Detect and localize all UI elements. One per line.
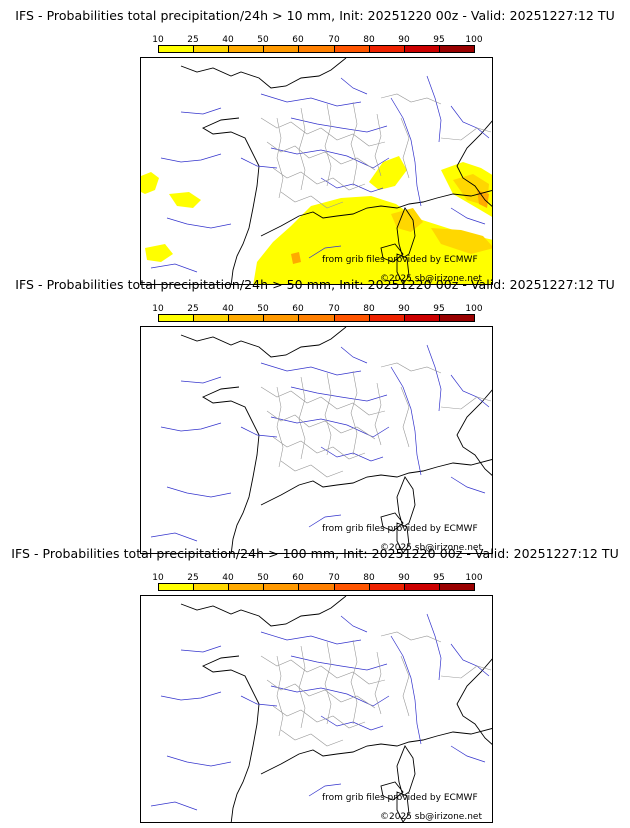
scale-label: 95 (433, 304, 445, 314)
scale-label: 80 (363, 304, 375, 314)
scale-label: 95 (433, 573, 445, 583)
probability-color-scale: 10 25 40 50 60 70 80 90 95 100 (152, 304, 483, 324)
scale-segment (334, 315, 370, 321)
probability-area-peak (477, 190, 489, 208)
scale-segment (369, 584, 405, 590)
scale-label: 60 (292, 304, 304, 314)
scale-label: 50 (257, 304, 269, 314)
scale-label: 25 (187, 304, 199, 314)
map-panel-10mm: IFS - Probabilities total precipitation/… (0, 8, 630, 285)
scale-segment (299, 584, 335, 590)
probability-field (141, 156, 492, 284)
source-credit: from grib files provided by ECMWF (322, 524, 478, 534)
scale-segment (369, 315, 405, 321)
copyright-credit: ©2025 sb@irizone.net (380, 812, 482, 822)
scale-label: 10 (152, 35, 164, 45)
scale-segment (404, 315, 440, 321)
panel-title: IFS - Probabilities total precipitation/… (11, 546, 619, 561)
scale-segment (194, 46, 230, 52)
scale-segment (229, 315, 265, 321)
probability-area-corsica (391, 208, 423, 232)
source-credit: from grib files provided by ECMWF (322, 255, 478, 265)
precipitation-map: from grib files provided by ECMWF ©2025 … (140, 326, 493, 554)
scale-segment (369, 46, 405, 52)
precipitation-map: from grib files provided by ECMWF ©2025 … (140, 57, 493, 285)
probability-area-peak (291, 252, 301, 264)
scale-label: 100 (465, 35, 483, 45)
scale-label: 25 (187, 573, 199, 583)
scale-label: 50 (257, 573, 269, 583)
scale-label: 100 (465, 573, 483, 583)
coastline (180, 596, 492, 822)
panel-title: IFS - Probabilities total precipitation/… (15, 277, 615, 292)
scale-label: 80 (363, 573, 375, 583)
scale-segment (229, 46, 265, 52)
scale-segment (159, 315, 195, 321)
probability-area-south (253, 196, 492, 284)
scale-label: 60 (292, 573, 304, 583)
scale-segment (299, 315, 335, 321)
probability-area-atlantic (169, 192, 201, 208)
scale-segment (439, 315, 474, 321)
scale-segment (194, 584, 230, 590)
scale-label: 10 (152, 573, 164, 583)
scale-label: 90 (398, 304, 410, 314)
scale-segment (334, 46, 370, 52)
scale-label: 60 (292, 35, 304, 45)
scale-segment (229, 584, 265, 590)
copyright-credit: ©2025 sb@irizone.net (380, 543, 482, 553)
scale-label: 40 (222, 573, 234, 583)
scale-label: 90 (398, 573, 410, 583)
admin-borders (260, 631, 492, 747)
map-panel-50mm: IFS - Probabilities total precipitation/… (0, 277, 630, 554)
rivers (150, 613, 490, 811)
rivers (150, 344, 490, 542)
scale-segment (299, 46, 335, 52)
probability-area-atlantic (141, 172, 159, 194)
probability-color-scale: 10 25 40 50 60 70 80 90 95 100 (152, 35, 483, 55)
coastline (180, 327, 492, 553)
scale-segment (439, 584, 474, 590)
scale-segment (264, 46, 300, 52)
scale-label: 90 (398, 35, 410, 45)
scale-label: 70 (328, 573, 340, 583)
panel-title: IFS - Probabilities total precipitation/… (15, 8, 615, 23)
probability-color-scale: 10 25 40 50 60 70 80 90 95 100 (152, 573, 483, 593)
scale-label: 70 (328, 35, 340, 45)
probability-area-tyrrhenian (431, 228, 492, 254)
scale-label: 40 (222, 304, 234, 314)
copyright-credit: ©2025 sb@irizone.net (380, 274, 482, 284)
scale-segment (264, 584, 300, 590)
scale-label: 100 (465, 304, 483, 314)
map-panel-100mm: IFS - Probabilities total precipitation/… (0, 546, 630, 823)
scale-bar (158, 314, 475, 322)
scale-label: 25 (187, 35, 199, 45)
admin-borders (260, 362, 492, 478)
scale-label: 70 (328, 304, 340, 314)
scale-segment (194, 315, 230, 321)
probability-area-atlantic (145, 244, 173, 262)
scale-label: 40 (222, 35, 234, 45)
scale-bar (158, 45, 475, 53)
scale-segment (404, 584, 440, 590)
scale-label: 80 (363, 35, 375, 45)
scale-segment (264, 315, 300, 321)
scale-label: 50 (257, 35, 269, 45)
scale-segment (159, 46, 195, 52)
scale-bar (158, 583, 475, 591)
admin-borders (260, 93, 492, 209)
rivers (150, 75, 490, 273)
scale-label: 95 (433, 35, 445, 45)
scale-segment (159, 584, 195, 590)
scale-label: 10 (152, 304, 164, 314)
source-credit: from grib files provided by ECMWF (322, 793, 478, 803)
precipitation-map: from grib files provided by ECMWF ©2025 … (140, 595, 493, 823)
scale-segment (404, 46, 440, 52)
probability-area-south (369, 156, 407, 190)
scale-segment (334, 584, 370, 590)
scale-segment (439, 46, 474, 52)
